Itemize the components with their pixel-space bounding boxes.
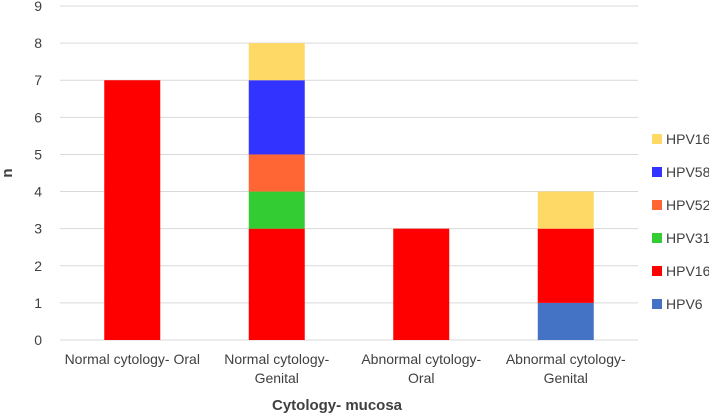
bar-segment-hpv16-31 bbox=[537, 191, 594, 229]
x-category-label-line: Genital bbox=[255, 370, 299, 386]
legend-item: HPV16-31 bbox=[652, 131, 709, 147]
x-axis-category-labels: Normal cytology- Oral Normal cytology- Gen… bbox=[65, 351, 626, 386]
legend-swatch bbox=[652, 266, 662, 276]
bar-segment-hpv16-31 bbox=[248, 43, 305, 81]
legend-label: HPV52 bbox=[666, 197, 709, 213]
bar-segment-hpv16 bbox=[248, 228, 305, 340]
legend-label: HPV6 bbox=[666, 296, 703, 312]
y-tick-label: 4 bbox=[34, 184, 42, 200]
x-category-label-line: Abnormal cytology- bbox=[361, 351, 481, 367]
x-axis-title: Cytology- mucosa bbox=[272, 397, 403, 414]
x-category-label-line: Oral bbox=[408, 370, 434, 386]
x-category-label: Normal cytology- Oral bbox=[65, 351, 200, 367]
legend-swatch bbox=[652, 200, 662, 210]
bar-segment-hpv58 bbox=[248, 80, 305, 155]
legend-item: HPV58 bbox=[652, 164, 709, 180]
legend-label: HPV31 bbox=[666, 230, 709, 246]
legend-swatch bbox=[652, 233, 662, 243]
y-tick-label: 3 bbox=[34, 221, 42, 237]
legend-item: HPV31 bbox=[652, 230, 709, 246]
bar-segment-hpv52 bbox=[248, 154, 305, 192]
legend-label: HPV58 bbox=[666, 164, 709, 180]
legend-label: HPV16-31 bbox=[666, 131, 709, 147]
y-tick-label: 1 bbox=[34, 295, 42, 311]
x-category-label-line: Genital bbox=[544, 370, 588, 386]
bar-segment-hpv16 bbox=[104, 80, 161, 340]
y-tick-label: 5 bbox=[34, 146, 42, 162]
y-tick-label: 0 bbox=[34, 332, 42, 348]
bars bbox=[104, 43, 594, 340]
bar-segment-hpv6 bbox=[537, 302, 594, 340]
x-category-label: Abnormal cytology- Genital bbox=[506, 351, 626, 386]
bar-segment-hpv16 bbox=[537, 228, 594, 303]
x-category-label: Abnormal cytology- Oral bbox=[361, 351, 481, 386]
y-axis-title: n bbox=[0, 168, 16, 177]
legend-item: HPV6 bbox=[652, 296, 703, 312]
y-tick-label: 2 bbox=[34, 258, 42, 274]
legend-swatch bbox=[652, 167, 662, 177]
legend: HPV16-31 HPV58 HPV52 HPV31 HPV16 HPV6 bbox=[652, 131, 709, 312]
bar-segment-hpv16 bbox=[393, 228, 450, 340]
x-category-label-line: Normal cytology- bbox=[224, 351, 329, 367]
y-tick-label: 8 bbox=[34, 35, 42, 51]
x-category-label: Normal cytology- Genital bbox=[224, 351, 329, 386]
y-tick-label: 9 bbox=[34, 0, 42, 14]
legend-item: HPV52 bbox=[652, 197, 709, 213]
legend-label: HPV16 bbox=[666, 263, 709, 279]
bar-segment-hpv31 bbox=[248, 191, 305, 229]
x-category-label-line: Normal cytology- Oral bbox=[65, 351, 200, 367]
y-axis-ticks: 0 1 2 3 4 5 6 7 8 9 bbox=[34, 0, 42, 348]
x-category-label-line: Abnormal cytology- bbox=[506, 351, 626, 367]
legend-item: HPV16 bbox=[652, 263, 709, 279]
y-tick-label: 6 bbox=[34, 109, 42, 125]
legend-swatch bbox=[652, 134, 662, 144]
legend-swatch bbox=[652, 299, 662, 309]
y-tick-label: 7 bbox=[34, 72, 42, 88]
